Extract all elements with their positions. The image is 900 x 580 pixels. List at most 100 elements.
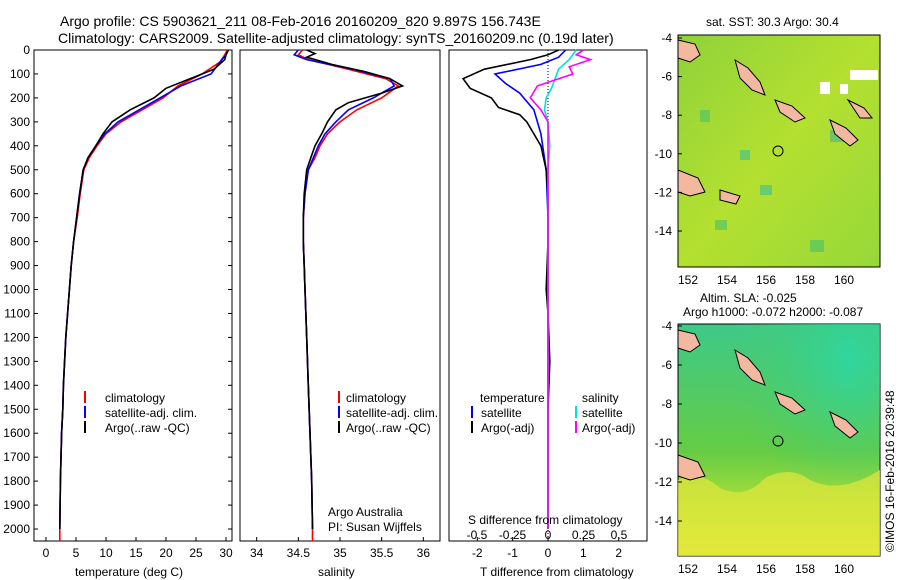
x-tick-label: 35.5 [370,546,394,560]
depth-tick-label: 1300 [3,354,30,368]
sst-map: sat. SST: 30.3 Argo: 30.4 -4 -6 -8 -10 -12 -1… [655,15,881,287]
sst-field [677,34,881,268]
bougainville-island [734,348,766,386]
depth-tick-label: 1600 [3,426,30,440]
x-tick-label: 1 [580,546,587,560]
x-tick-label: 35 [333,546,347,560]
sla-coastline [677,329,859,481]
title-line-2: Climatology: CARS2009. Satellite-adjuste… [58,30,614,46]
x-tick-label: 0 [43,546,50,560]
legend-label-satellite: satellite-adj. clim. [346,406,438,420]
series-line-argo-raw-qc- [302,49,405,530]
sst-patch [810,240,824,252]
cloud-gap [820,82,830,94]
legend-label-t-satellite: satellite [481,406,522,420]
depth-tick-label: 2000 [3,522,30,536]
depth-tick-label: 1400 [3,378,30,392]
salinity-x-axis: 34 34.5 35 35.5 36 [250,537,430,560]
temperature-series [58,49,230,541]
x-tick-label: 15 [129,546,143,560]
s-difference-label: S difference from climatology [468,513,623,527]
depth-tick-label: 1700 [3,450,30,464]
salinity-legend: climatology satellite-adj. clim. Argo(..… [338,391,438,435]
solomon-island [829,118,859,147]
salinity-axes [239,49,441,542]
series-line-s-argo-adj- [529,49,593,529]
lon-tick-label: 154 [717,273,737,287]
legend-label-s-satellite: satellite [582,406,623,420]
argo-float-marker [772,435,784,447]
lat-tick-label: -4 [661,31,672,45]
title-line-1: Argo profile: CS 5903621_211 08-Feb-2016… [60,13,541,29]
legend-label-satellite: satellite-adj. clim. [105,406,197,420]
depth-tick-label: 1800 [3,474,30,488]
sst-patch [760,185,772,195]
depth-tick-label: 400 [10,139,30,153]
t-difference-x-axis: -2 -1 0 1 2 [472,537,622,560]
sst-lat-axis: -4 -6 -8 -10 -12 -14 [655,31,682,238]
legend-label-argo: Argo(..raw -QC) [105,421,190,435]
new-britain-island [677,329,701,353]
depth-tick-label: 1100 [4,306,30,320]
new-britain-island [677,39,701,63]
difference-legend: temperature satellite Argo(-adj) salinit… [471,391,635,435]
x-tick-label: 5 [73,546,80,560]
legend-label-t-argo: Argo(-adj) [481,421,534,435]
x-tick-label: 10 [99,546,113,560]
series-line-t-argo-adj- [461,49,559,529]
argo-float-marker [772,145,784,157]
png-coast [719,189,741,205]
lat-tick-label: -6 [661,358,672,372]
x-tick-label: 0 [545,546,552,560]
sst-cloud-gaps [820,70,878,94]
sla-lat-axis: -4 -6 -8 -10 -12 -14 [655,319,682,528]
depth-tick-label: 700 [10,211,30,225]
x-tick-label: 34 [250,546,264,560]
temperature-x-label: temperature (deg C) [75,565,183,579]
lon-tick-label: 158 [795,562,815,576]
lon-tick-label: 156 [756,273,776,287]
png-coast [677,454,706,481]
depth-tick-label: 800 [10,235,30,249]
imos-timestamp: ©IMOS 16-Feb-2016 20:39:48 [883,390,897,552]
sla-lon-axis: 152 154 156 158 160 [678,562,854,576]
depth-tick-label: 1900 [3,498,30,512]
sla-yellow-band [678,470,880,556]
legend-title-salinity: salinity [582,391,619,405]
depth-tick-label: 600 [10,187,30,201]
t-difference-label: T difference from climatology [480,565,634,579]
legend-label-argo: Argo(..raw -QC) [346,421,431,435]
s-difference-tick-label: -0.25 [499,528,527,542]
x-tick-label: 30 [219,546,233,560]
temperature-axes [33,49,233,542]
sst-map-title: sat. SST: 30.3 Argo: 30.4 [706,15,839,29]
temperature-x-axis: 0 5 10 15 20 25 30 [43,537,233,560]
depth-tick-label: 1500 [3,402,30,416]
sla-map-title-2: Argo h1000: -0.072 h2000: -0.087 [683,305,863,319]
sst-lon-axis: 152 154 156 158 160 [678,273,854,287]
difference-chart: -2 -1 0 1 2 -0.5 -0.25 0 0.25 0.5 T difference f… [448,49,648,579]
lon-tick-label: 152 [678,273,698,287]
series-line-argo-raw-qc- [59,49,230,530]
x-tick-label: 20 [159,546,173,560]
lon-tick-label: 160 [834,562,854,576]
sst-patch [715,220,727,230]
depth-tick-label: 100 [10,67,30,81]
pi-note: PI: Susan Wijffels [328,520,422,534]
depth-tick-label: 0 [23,43,30,57]
s-difference-tick-label: 0 [545,528,552,542]
lat-tick-label: -10 [655,436,673,450]
lat-tick-label: -14 [655,514,673,528]
temperature-legend: climatology satellite-adj. clim. Argo(..… [84,391,197,435]
x-tick-label: 36 [417,546,431,560]
lat-tick-label: -4 [661,319,672,333]
cloud-gap [840,84,848,94]
lon-tick-label: 156 [756,562,776,576]
argo-australia-note: Argo Australia [328,505,403,519]
sst-patch [740,150,750,160]
depth-tick-label: 200 [10,91,30,105]
solomon-island [846,98,874,119]
lon-tick-label: 160 [834,273,854,287]
s-difference-tick-label: 0.25 [572,528,596,542]
